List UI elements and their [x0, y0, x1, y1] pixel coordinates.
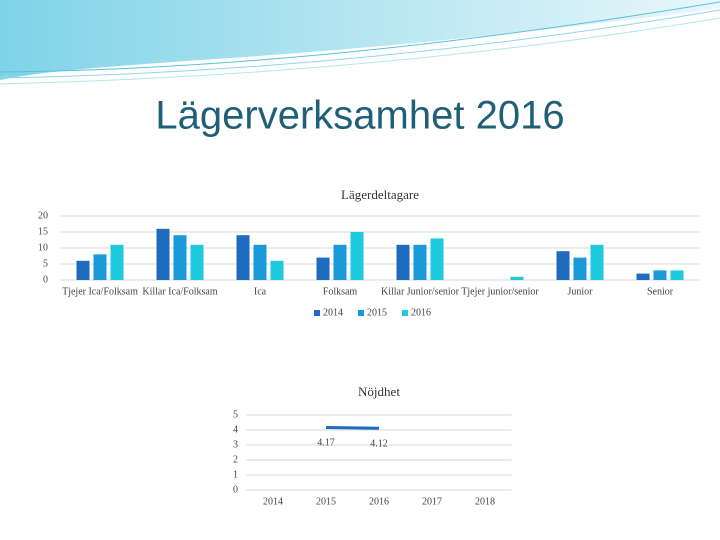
bar — [413, 244, 427, 280]
legend-label: 2015 — [367, 307, 387, 318]
y-tick-label: 1 — [233, 469, 238, 480]
bar — [190, 244, 204, 280]
bar — [430, 238, 444, 280]
x-tick-label: Ica — [254, 286, 267, 297]
y-tick-label: 10 — [38, 242, 48, 253]
bar — [76, 260, 90, 280]
y-tick-label: 3 — [233, 439, 238, 450]
data-label: 4.12 — [370, 438, 388, 449]
legend-swatch — [314, 310, 320, 316]
bar — [253, 244, 267, 280]
bar — [333, 244, 347, 280]
bar — [396, 244, 410, 280]
bar — [636, 273, 650, 280]
data-label: 4.17 — [317, 438, 335, 449]
bar — [270, 260, 284, 280]
y-tick-label: 20 — [38, 210, 48, 221]
y-tick-label: 0 — [43, 274, 48, 285]
bar — [93, 254, 107, 280]
x-tick-label: 2018 — [475, 496, 495, 507]
bar — [316, 257, 330, 280]
bar — [350, 232, 364, 280]
line — [325, 425, 380, 430]
bar — [653, 270, 667, 280]
y-tick-label: 5 — [233, 409, 238, 420]
legend-swatch — [358, 310, 364, 316]
bar — [556, 251, 570, 280]
x-tick-label: 2014 — [263, 496, 283, 507]
bar — [110, 244, 124, 280]
bar — [156, 228, 170, 280]
y-tick-label: 5 — [43, 258, 48, 269]
x-tick-label: Tjejer junior/senior — [461, 286, 539, 297]
chart-title: Nöjdhet — [358, 384, 400, 399]
x-tick-label: Senior — [647, 286, 674, 297]
x-tick-label: Killar Ica/Folksam — [142, 286, 217, 297]
x-tick-label: 2016 — [369, 496, 389, 507]
bar — [173, 235, 187, 280]
legend-swatch — [402, 310, 408, 316]
x-tick-label: Tjejer Ica/Folksam — [62, 286, 138, 297]
chart-title: Lägerdeltagare — [341, 187, 419, 202]
x-tick-label: 2017 — [422, 496, 442, 507]
y-tick-label: 0 — [233, 484, 238, 495]
legend-label: 2014 — [323, 307, 343, 318]
bar — [670, 270, 684, 280]
y-tick-label: 2 — [233, 454, 238, 465]
y-tick-label: 4 — [233, 424, 238, 435]
bar — [590, 244, 604, 280]
legend-label: 2016 — [411, 307, 431, 318]
y-tick-label: 15 — [38, 226, 48, 237]
x-tick-label: Folksam — [323, 286, 358, 297]
bar — [573, 257, 587, 280]
slide-title: Lägerverksamhet 2016 — [155, 94, 564, 138]
x-tick-label: Killar Junior/senior — [381, 286, 460, 297]
decoration — [0, 0, 720, 85]
bar — [510, 276, 524, 280]
x-tick-label: 2015 — [316, 496, 336, 507]
bar — [236, 235, 250, 280]
x-tick-label: Junior — [568, 286, 594, 297]
